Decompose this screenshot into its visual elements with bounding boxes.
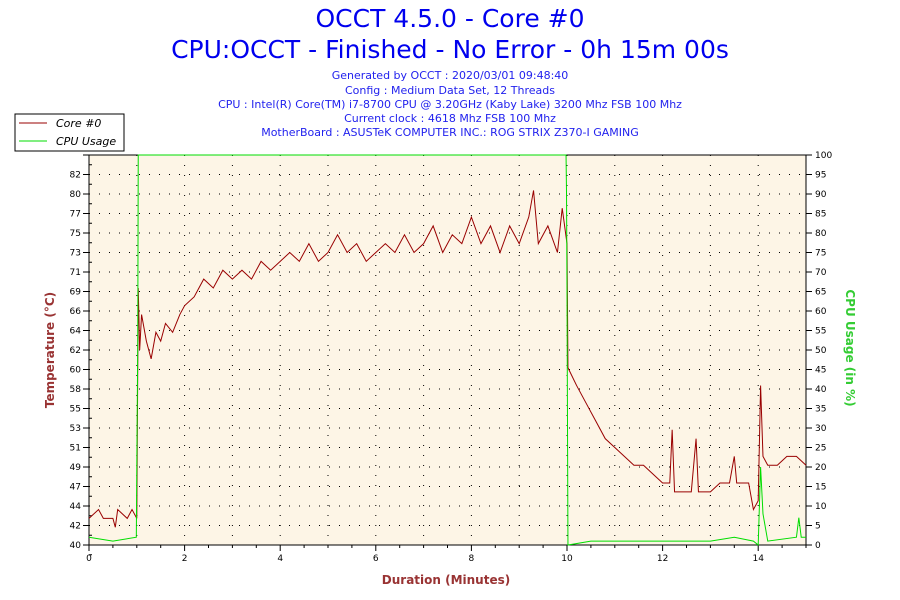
y2-tick-label: 95 (815, 171, 826, 181)
y2-tick-label: 65 (815, 288, 826, 298)
y2-tick-label: 85 (815, 210, 826, 220)
y-tick-label: 49 (70, 463, 82, 473)
y-tick-label: 44 (70, 502, 82, 512)
y-tick-label: 80 (70, 190, 82, 200)
plot-area (89, 155, 806, 545)
y-tick-label: 77 (70, 210, 81, 220)
y-tick-label: 69 (70, 288, 82, 298)
y-tick-label: 40 (70, 541, 82, 551)
series-line-cpu-usage (88, 154, 806, 547)
y2-tick-label: 0 (815, 541, 821, 551)
x-tick-label: 8 (469, 554, 475, 564)
x-axis-label: Duration (Minutes) (382, 573, 510, 587)
y-tick-label: 53 (70, 424, 81, 434)
y-tick-label: 58 (70, 385, 82, 395)
y-tick-label: 64 (70, 327, 82, 337)
info-generated: Generated by OCCT : 2020/03/01 09:48:40 (331, 69, 569, 82)
y2-tick-label: 30 (815, 424, 827, 434)
y-tick-label: 62 (70, 346, 81, 356)
info-clock: Current clock : 4618 Mhz FSB 100 Mhz (344, 112, 556, 125)
y2-tick-label: 5 (815, 522, 821, 532)
y2-tick-label: 75 (815, 249, 826, 259)
y-tick-label: 82 (70, 171, 81, 181)
y-tick-label: 66 (70, 307, 82, 317)
y-tick-label: 60 (70, 366, 82, 376)
series-line-temperature (88, 190, 807, 528)
y-tick-label: 42 (70, 522, 81, 532)
legend-box (14, 113, 125, 152)
x-tick-label: 2 (182, 554, 188, 564)
y-tick-label: 75 (70, 229, 81, 239)
y2-tick-label: 35 (815, 405, 826, 415)
y-tick-label: 51 (70, 444, 81, 454)
y-tick-label: 71 (70, 268, 81, 278)
x-tick-label: 4 (277, 554, 283, 564)
info-motherboard: MotherBoard : ASUSTeK COMPUTER INC.: ROG… (261, 126, 639, 139)
x-tick-label: 6 (373, 554, 379, 564)
y2-tick-label: 60 (815, 307, 827, 317)
y2-tick-label: 10 (815, 502, 827, 512)
legend-label-temperature: Core #0 (56, 117, 101, 130)
y2-tick-label: 40 (815, 385, 827, 395)
y2-tick-label: 80 (815, 229, 827, 239)
y2-tick-label: 70 (815, 268, 827, 278)
y2-tick-label: 50 (815, 346, 827, 356)
x-tick-label: 14 (752, 554, 764, 564)
y2-axis-label: CPU Usage (in %) (843, 289, 857, 406)
y-tick-label: 47 (70, 483, 81, 493)
y-axis-label: Temperature (°C) (43, 292, 57, 408)
x-tick-label: 0 (86, 554, 92, 564)
y2-tick-label: 100 (815, 151, 832, 161)
legend-label-cpu: CPU Usage (56, 135, 116, 148)
info-cpu: CPU : Intel(R) Core(TM) i7-8700 CPU @ 3.… (218, 98, 682, 111)
y2-tick-label: 55 (815, 327, 826, 337)
y-tick-label: 55 (70, 405, 81, 415)
y2-tick-label: 90 (815, 190, 827, 200)
y2-tick-label: 25 (815, 444, 826, 454)
info-config: Config : Medium Data Set, 12 Threads (345, 84, 555, 97)
chart-title: OCCT 4.5.0 - Core #0 (315, 4, 585, 33)
y2-tick-label: 45 (815, 366, 826, 376)
x-tick-label: 12 (657, 554, 668, 564)
y2-tick-label: 15 (815, 483, 826, 493)
y2-tick-label: 20 (815, 463, 827, 473)
y-tick-label: 73 (70, 249, 81, 259)
x-tick-label: 10 (561, 554, 573, 564)
chart-subtitle: CPU:OCCT - Finished - No Error - 0h 15m … (171, 35, 729, 64)
